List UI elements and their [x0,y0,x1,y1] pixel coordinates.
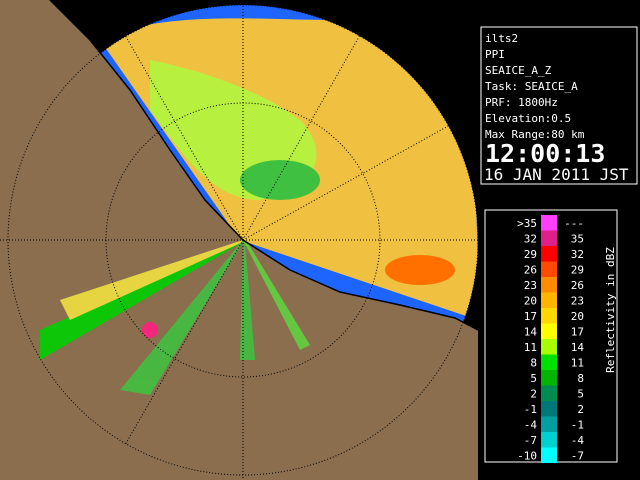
prf: PRF: 1800Hz [485,96,558,109]
legend-swatch [541,277,557,293]
echo-streak [243,240,310,350]
legend-swatch [541,215,557,231]
azimuth-line [124,34,244,241]
legend-swatch [541,354,557,370]
legend-low: -4 [524,418,538,431]
max-range: Max Range:80 km [485,128,585,141]
legend-high: -4 [571,434,585,447]
date: 16 JAN 2011 JST [484,165,629,184]
product: PPI [485,48,505,61]
land [0,0,478,480]
azimuth-line [242,124,451,241]
task-name: SEAICE_A_Z [485,64,552,77]
legend-high: 11 [571,356,584,369]
legend-swatch [541,401,557,417]
legend-low: 11 [524,341,537,354]
legend-high: -1 [571,418,584,431]
legend-high: 8 [577,372,584,385]
legend-low: 2 [530,387,537,400]
legend-high: 5 [577,387,584,400]
legend-swatch [541,292,557,308]
legend-high: 14 [571,341,585,354]
legend-low: 5 [530,372,537,385]
legend-high: 26 [571,279,584,292]
legend-high: 2 [577,403,584,416]
legend-low: >35 [517,217,537,230]
legend-swatch [541,385,557,401]
legend-high: 20 [571,310,584,323]
legend-swatch [541,323,557,339]
legend-high: --- [564,217,584,230]
legend-low: -10 [517,449,537,462]
land-echo [40,240,310,395]
azimuth-line [242,34,361,241]
legend-swatch [541,230,557,246]
legend-swatch [541,370,557,386]
legend-low: 32 [524,232,537,245]
legend-high: 29 [571,263,584,276]
legend-swatch [541,416,557,432]
legend-title: Reflectivity in dBZ [604,247,617,373]
legend-low: 20 [524,294,537,307]
task: Task: SEAICE_A [485,80,578,93]
azimuth-line [124,239,244,446]
legend-low: -7 [524,434,537,447]
echo-streak [60,240,243,320]
legend-swatch [541,308,557,324]
site-name: ilts2 [485,32,518,45]
legend-low: 14 [524,325,538,338]
legend-swatch [541,246,557,262]
legend-low: -1 [524,403,537,416]
echo-streak [240,240,255,360]
echo-orange [385,255,455,285]
legend-high: 32 [571,248,584,261]
legend-low: 23 [524,279,537,292]
echo-streak [120,240,243,395]
range-rings [0,0,478,480]
info-panel [480,26,638,185]
legend-low: 26 [524,263,537,276]
time: 12:00:13 [485,139,605,168]
legend-swatch [541,339,557,355]
echo-streak [40,240,243,360]
legend-high: -7 [571,449,584,462]
legend-swatch [541,261,557,277]
elevation: Elevation:0.5 [485,112,571,125]
legend-high: 17 [571,325,584,338]
legend-low: 8 [530,356,537,369]
legend-swatch [541,432,557,448]
echo-cell [142,322,158,338]
echo-green [240,160,320,200]
legend-swatch [541,447,557,463]
legend-high: 23 [571,294,584,307]
legend-low: 17 [524,310,537,323]
legend-high: 35 [571,232,584,245]
legend-low: 29 [524,248,537,261]
